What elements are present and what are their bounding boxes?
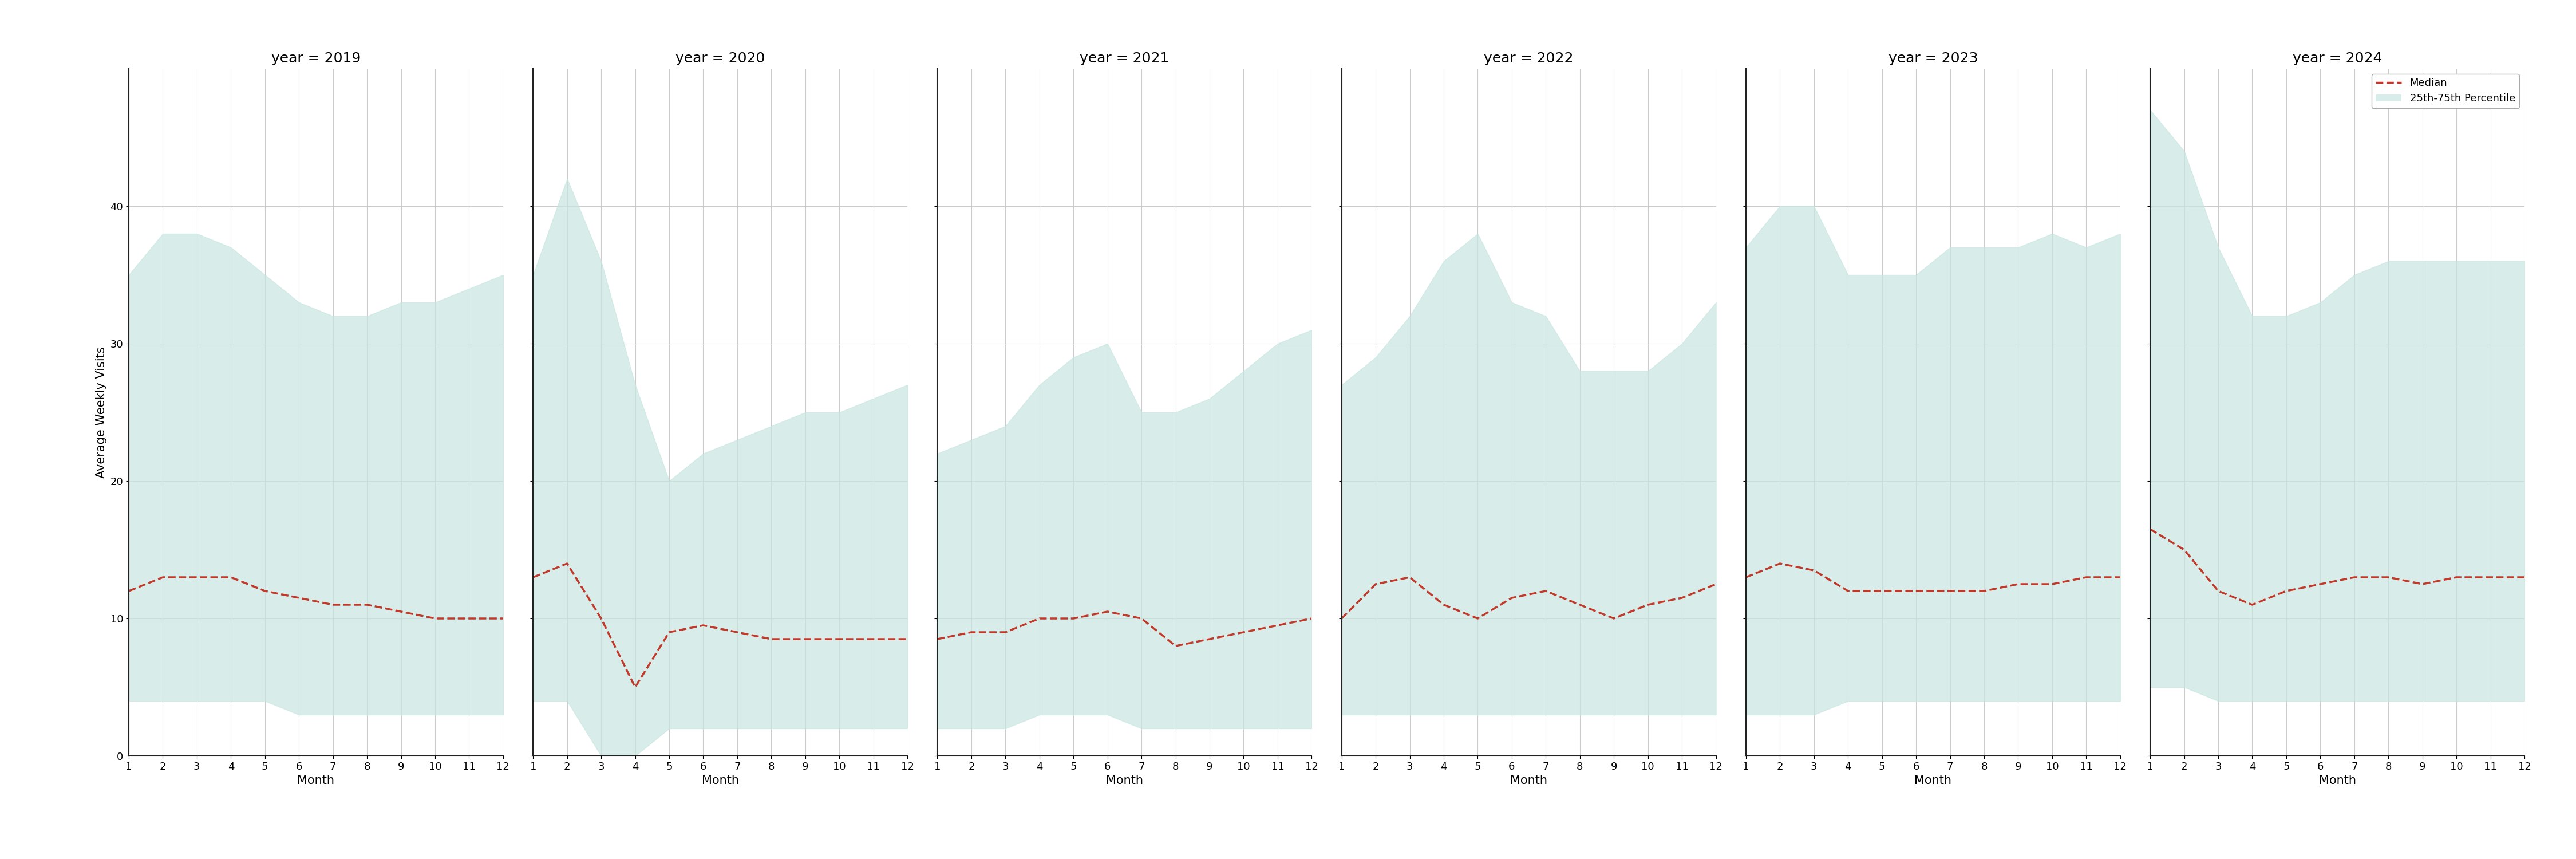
Line: Median: Median <box>2151 529 2524 605</box>
Median <box>386 606 417 617</box>
Median <box>2272 586 2303 596</box>
X-axis label: Month: Month <box>701 775 739 787</box>
Median <box>1195 634 1226 644</box>
Median <box>654 627 685 637</box>
Median <box>1159 641 1190 651</box>
Median <box>1530 586 1561 596</box>
Median <box>350 600 381 610</box>
Title: year = 2020: year = 2020 <box>675 52 765 65</box>
Median <box>1059 613 1090 624</box>
Median <box>1394 572 1425 582</box>
Title: year = 2023: year = 2023 <box>1888 52 1978 65</box>
Median <box>420 613 451 624</box>
Median <box>2169 545 2200 555</box>
Median <box>518 572 549 582</box>
Median <box>791 634 822 644</box>
Median <box>1765 558 1795 569</box>
X-axis label: Month: Month <box>2318 775 2357 787</box>
Median <box>1901 586 1932 596</box>
Y-axis label: Average Weekly Visits: Average Weekly Visits <box>95 346 108 478</box>
Median <box>1296 613 1327 624</box>
Median <box>1463 613 1494 624</box>
Median <box>283 593 314 603</box>
Median <box>113 586 144 596</box>
Median <box>2202 586 2233 596</box>
Median <box>1262 620 1293 631</box>
Median <box>858 634 889 644</box>
Legend: Median, 25th-75th Percentile: Median, 25th-75th Percentile <box>2372 74 2519 108</box>
Median <box>2071 572 2102 582</box>
Median <box>453 613 484 624</box>
Median <box>585 613 616 624</box>
Median <box>2105 572 2136 582</box>
Median <box>1667 593 1698 603</box>
Median <box>551 558 582 569</box>
Title: year = 2021: year = 2021 <box>1079 52 1170 65</box>
Title: year = 2022: year = 2022 <box>1484 52 1574 65</box>
Median <box>824 634 855 644</box>
Median <box>2509 572 2540 582</box>
Title: year = 2024: year = 2024 <box>2293 52 2383 65</box>
Median <box>2002 579 2032 589</box>
Median <box>1327 613 1358 624</box>
Median <box>1025 613 1056 624</box>
Line: Median: Median <box>129 577 502 618</box>
Median <box>180 572 211 582</box>
Median <box>1229 627 1260 637</box>
Line: Median: Median <box>533 564 907 687</box>
Median <box>2236 600 2267 610</box>
Median <box>1597 613 1628 624</box>
X-axis label: Month: Month <box>1914 775 1953 787</box>
Title: year = 2019: year = 2019 <box>270 52 361 65</box>
Median <box>216 572 247 582</box>
Median <box>2136 524 2166 534</box>
Median <box>1564 600 1595 610</box>
Median <box>2038 579 2069 589</box>
Median <box>956 627 987 637</box>
Median <box>2476 572 2506 582</box>
Median <box>250 586 281 596</box>
Median <box>989 627 1020 637</box>
Median <box>2306 579 2336 589</box>
Median <box>1700 579 1731 589</box>
Median <box>1126 613 1157 624</box>
Median <box>2339 572 2370 582</box>
Median <box>147 572 178 582</box>
Median <box>2372 572 2403 582</box>
Median <box>1935 586 1965 596</box>
Median <box>755 634 786 644</box>
Line: Median: Median <box>1747 564 2120 591</box>
Median <box>1633 600 1664 610</box>
Median <box>1832 586 1862 596</box>
X-axis label: Month: Month <box>1510 775 1548 787</box>
Median <box>2442 572 2473 582</box>
Median <box>1092 606 1123 617</box>
X-axis label: Month: Month <box>1105 775 1144 787</box>
Median <box>1868 586 1899 596</box>
Median <box>1731 572 1762 582</box>
Line: Median: Median <box>938 612 1311 646</box>
Median <box>1427 600 1458 610</box>
X-axis label: Month: Month <box>296 775 335 787</box>
Median <box>922 634 953 644</box>
Median <box>2406 579 2437 589</box>
Median <box>487 613 518 624</box>
Median <box>891 634 922 644</box>
Median <box>721 627 752 637</box>
Median <box>621 682 652 692</box>
Median <box>1497 593 1528 603</box>
Median <box>1968 586 1999 596</box>
Median <box>688 620 719 631</box>
Median <box>317 600 348 610</box>
Median <box>1360 579 1391 589</box>
Median <box>1798 565 1829 576</box>
Line: Median: Median <box>1342 577 1716 618</box>
